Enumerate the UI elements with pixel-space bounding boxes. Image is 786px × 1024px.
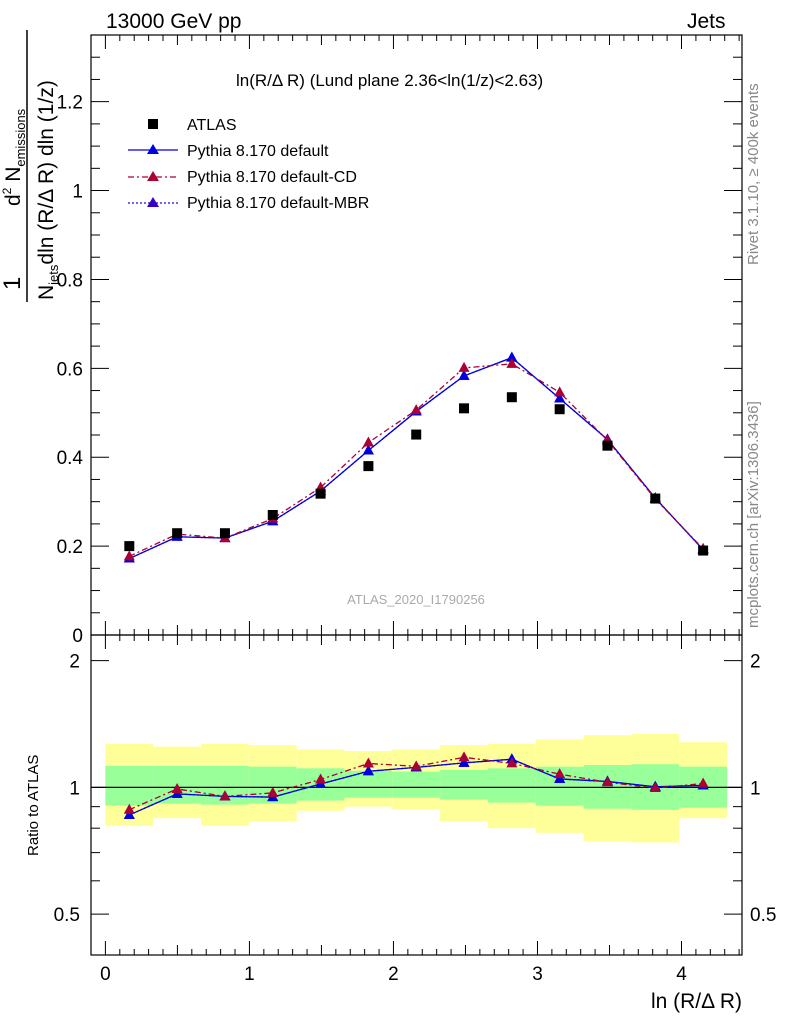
legend-label-cd: Pythia 8.170 default-CD — [187, 169, 357, 186]
y-tick-label-main: 0.4 — [57, 448, 84, 469]
y-tick-label-main: 0.8 — [57, 270, 83, 291]
plot-title: ln(R/Δ R) (Lund plane 2.36<ln(1/z)<2.63) — [236, 71, 543, 90]
ratio-point-cd — [219, 790, 231, 801]
y-tick-label-ratio: 2 — [69, 652, 80, 673]
analysis-watermark: ATLAS_2020_I1790256 — [347, 592, 485, 607]
ratio-point-cd — [649, 781, 661, 792]
ratio-band-inner — [440, 769, 488, 800]
point-atlas — [506, 392, 517, 403]
ratio-point-cd — [123, 803, 135, 814]
legend-marker-default — [147, 144, 159, 154]
ratio-point-cd — [506, 757, 518, 768]
svg-text:1: 1 — [0, 277, 26, 290]
svg-text:Njetsdln (R/Δ R) dln (1/z): Njetsdln (R/Δ R) dln (1/z) — [35, 80, 61, 300]
y-tick-label-ratio: 1 — [69, 778, 80, 799]
ratio-band-inner — [392, 771, 441, 798]
svg-text:d2 Nemissions: d2 Nemissions — [0, 108, 28, 206]
legend-marker-atlas — [148, 119, 158, 129]
y-tick-label-ratio: 0.5 — [54, 905, 80, 926]
ratio-plot-frame — [90, 634, 743, 956]
point-atlas — [554, 404, 565, 415]
ratio-point-cd — [601, 776, 613, 787]
series-line-default — [129, 356, 704, 560]
y-tick-label-main: 1 — [72, 182, 83, 203]
header-process: Jets — [687, 10, 726, 33]
ratio-band-inner — [105, 765, 154, 806]
point-atlas — [411, 429, 422, 440]
point-atlas — [124, 541, 135, 552]
point-default — [362, 444, 374, 455]
point-cd — [362, 436, 374, 447]
point-default — [554, 392, 566, 403]
y-tick-label-ratio-right: 2 — [750, 652, 761, 673]
point-cd — [410, 404, 422, 415]
y-axis-label-main: 1 d2 Nemissions Njetsdln (R/Δ R) dln (1/… — [0, 30, 61, 302]
legend-marker-mbr — [147, 197, 159, 207]
ratio-band-inner — [487, 768, 536, 803]
point-atlas — [363, 461, 374, 472]
ratio-point-cd — [362, 757, 374, 768]
point-cd — [506, 357, 518, 368]
legend-marker-cd — [147, 171, 159, 181]
x-tick-label: 0 — [100, 964, 111, 985]
point-cd — [458, 361, 470, 372]
header-energy: 13000 GeV pp — [106, 10, 242, 33]
x-tick-label: 2 — [388, 964, 399, 985]
point-atlas — [267, 510, 278, 520]
point-atlas — [172, 528, 183, 539]
x-tick-label: 4 — [676, 964, 687, 985]
series-line-cd — [129, 363, 704, 557]
ratio-point-cd — [458, 751, 470, 762]
point-atlas — [459, 403, 470, 414]
series-line-mbr — [129, 356, 704, 560]
y-tick-label-main: 0.2 — [57, 537, 83, 558]
ratio-point-default — [458, 756, 470, 767]
y-tick-label-main: 0.6 — [57, 359, 83, 380]
ratio-point-cd — [171, 782, 183, 793]
legend: ATLAS Pythia 8.170 default Pythia 8.170 … — [128, 117, 369, 212]
x-tick-label: 3 — [532, 964, 543, 985]
point-default — [506, 351, 518, 362]
legend-label-default: Pythia 8.170 default — [187, 143, 329, 160]
ratio-point-cd — [697, 777, 709, 788]
ratio-point-cd — [554, 768, 566, 779]
y-tick-label-ratio-right: 1 — [750, 778, 761, 799]
x-tick-label: 1 — [244, 964, 255, 985]
x-axis-label: ln (R/Δ R) — [651, 990, 742, 1013]
point-default — [458, 369, 470, 380]
y-tick-label-main: 1.2 — [57, 93, 83, 114]
legend-label-mbr: Pythia 8.170 default-MBR — [187, 195, 369, 212]
y-axis-label-ratio: Ratio to ATLAS — [25, 755, 42, 856]
ratio-point-cd — [315, 773, 327, 784]
point-atlas — [315, 488, 326, 499]
point-cd — [123, 550, 135, 561]
legend-label-atlas: ATLAS — [187, 117, 237, 134]
point-cd — [554, 386, 566, 397]
y-tick-label-ratio-right: 0.5 — [750, 905, 776, 926]
point-atlas — [602, 440, 613, 451]
ratio-point-cd — [267, 786, 279, 797]
point-atlas — [219, 528, 230, 539]
ratio-point-default — [362, 765, 374, 776]
y-tick-label-main: 0 — [72, 626, 83, 647]
ratio-point-default — [123, 808, 135, 819]
ratio-point-cd — [410, 760, 422, 771]
point-atlas — [650, 493, 661, 504]
point-atlas — [698, 545, 709, 556]
